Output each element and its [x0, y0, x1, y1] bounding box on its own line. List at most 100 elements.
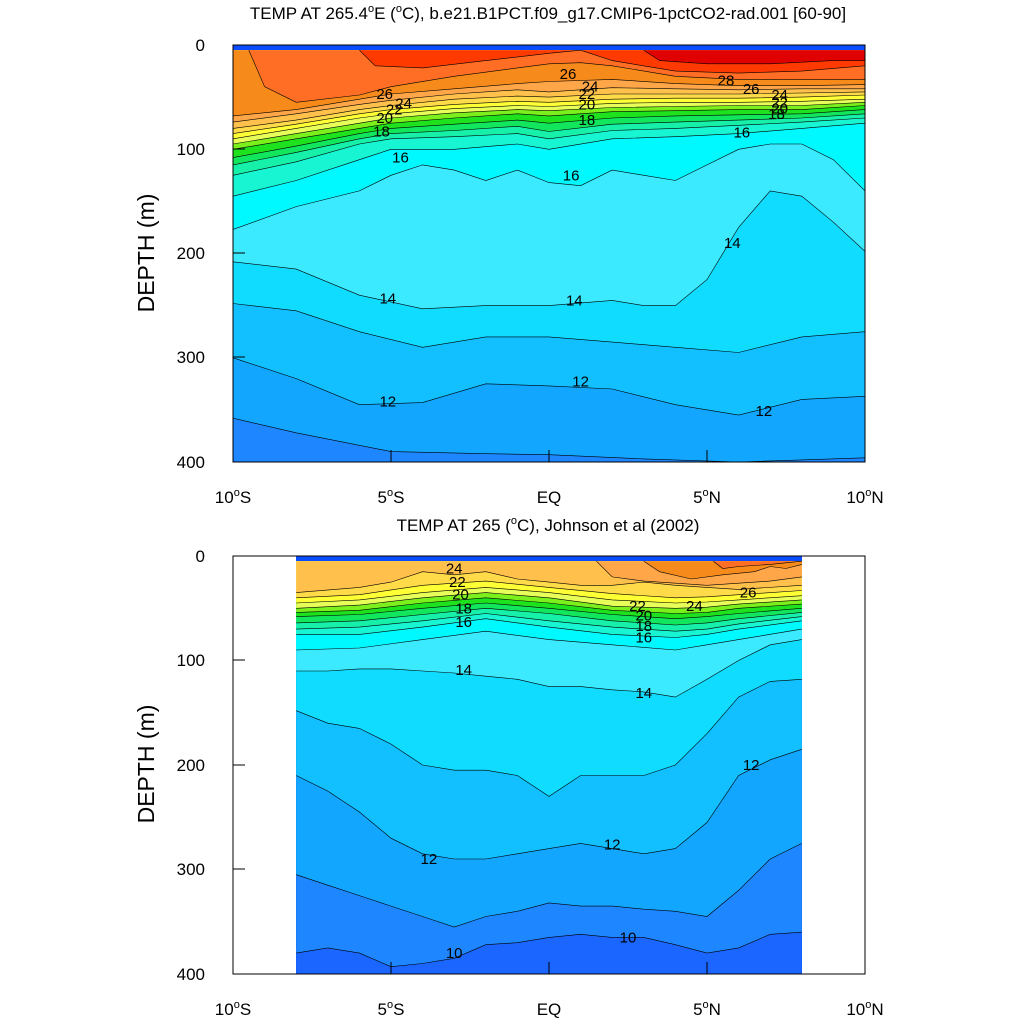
contour-label: 24 — [582, 79, 599, 96]
isotherm-line-22 — [233, 98, 865, 140]
y-tick-label: 400 — [177, 453, 205, 472]
panel-2-x-axis: 10oS 5oS EQ 5oN 10oN — [215, 962, 884, 1019]
panel-1-y-axis: 0 100 200 300 400 — [177, 36, 245, 472]
isotherm-line-26 — [233, 79, 865, 117]
isotherm-line-29 — [643, 49, 865, 65]
contour-label: 12 — [421, 851, 438, 868]
isotherm-line-28 — [359, 49, 581, 69]
isotherm-line-13 — [296, 679, 802, 797]
contour-label: 16 — [455, 614, 472, 631]
y-tick-label: 300 — [177, 348, 205, 367]
isotherm-line-27 — [248, 50, 865, 103]
contour-label: 22 — [579, 86, 596, 103]
isotherm-line-21 — [296, 592, 802, 609]
panel-1-x-axis: 10oS 5oS EQ 5oN 10oN — [215, 450, 884, 507]
isotherm-line-18 — [296, 607, 802, 626]
x-tick-label-10n: 10oN — [846, 999, 883, 1019]
contour-label: 16 — [392, 150, 409, 167]
contour-label: 24 — [686, 598, 703, 615]
contour-label: 22 — [629, 598, 646, 615]
contour-label: 20 — [579, 96, 596, 113]
contour-label: 26 — [560, 66, 577, 83]
contour-label: 24 — [446, 561, 463, 578]
isotherm-line-20 — [233, 105, 865, 150]
x-tick-label-5n: 5oN — [693, 999, 721, 1019]
contour-label: 14 — [724, 235, 741, 252]
contour-label: 12 — [604, 836, 621, 853]
panel-1-y-axis-label: DEPTH (m) — [133, 194, 159, 313]
x-tick-label-5s: 5oS — [378, 999, 405, 1019]
panel-2-isotherm-lines — [296, 560, 802, 968]
contour-label: 18 — [579, 112, 596, 129]
y-tick-label: 100 — [177, 651, 205, 670]
isotherm-line-15 — [296, 628, 802, 651]
contour-label: 24 — [395, 95, 412, 112]
isotherm-line-10 — [296, 931, 802, 968]
contour-label: 14 — [379, 290, 396, 307]
panel-2-y-axis-label: DEPTH (m) — [133, 705, 159, 824]
contour-label: 12 — [572, 374, 589, 391]
isotherm-line-27 — [713, 560, 802, 569]
x-tick-label-5n: 5oN — [693, 487, 721, 507]
contour-label: 22 — [386, 102, 403, 119]
isotherm-line-12 — [233, 357, 865, 416]
isotherm-line-12 — [296, 749, 802, 860]
y-tick-label: 100 — [177, 140, 205, 159]
contour-label: 14 — [455, 662, 472, 679]
contour-label: 12 — [743, 757, 760, 774]
isotherm-line-17 — [296, 613, 802, 632]
contour-label: 16 — [635, 630, 652, 647]
contour-label: 14 — [566, 292, 583, 309]
contour-label: 18 — [455, 600, 472, 617]
isotherm-line-21 — [233, 102, 865, 145]
isotherm-line-20 — [296, 597, 802, 614]
contour-label: 22 — [449, 574, 466, 591]
isotherm-fill-28 — [359, 50, 865, 68]
contour-label: 20 — [635, 608, 652, 625]
isotherm-fill-29 — [643, 50, 865, 64]
isotherm-line-23 — [233, 94, 865, 134]
isotherm-line-25 — [596, 560, 802, 586]
y-tick-label: 200 — [177, 244, 205, 263]
isotherm-line-22 — [296, 587, 802, 604]
isotherm-line-24 — [296, 571, 802, 593]
contour-label: 26 — [743, 81, 760, 98]
panel-2-isotherm-fills — [296, 561, 802, 974]
isotherm-line-26 — [643, 560, 802, 580]
x-tick-label-eq: EQ — [537, 488, 562, 507]
panel-model: TEMP AT 265.4oE (oC), b.e21.B1PCT.f09_g1… — [133, 3, 884, 507]
isotherm-line-25 — [233, 87, 865, 123]
y-tick-label: 400 — [177, 965, 205, 984]
panel-1-title: TEMP AT 265.4oE (oC), b.e21.B1PCT.f09_g1… — [250, 3, 846, 23]
isotherm-line-16 — [296, 618, 802, 638]
isotherm-line-28 — [580, 49, 865, 74]
isotherm-line-19 — [296, 602, 802, 620]
y-tick-label: 300 — [177, 860, 205, 879]
contour-label: 16 — [563, 167, 580, 184]
panel-observations: TEMP AT 265 (oC), Johnson et al (2002) 2… — [133, 515, 884, 1019]
contour-label: 14 — [635, 685, 652, 702]
isotherm-line-18 — [233, 113, 865, 166]
isotherm-line-23 — [296, 580, 802, 599]
x-tick-label-eq: EQ — [537, 1000, 562, 1019]
contour-label: 20 — [452, 587, 469, 604]
isotherm-line-24 — [233, 91, 865, 129]
isotherm-fill-26 — [643, 561, 802, 579]
isotherm-line-19 — [233, 109, 865, 158]
contour-label: 28 — [718, 72, 735, 89]
contour-label: 18 — [373, 124, 390, 141]
isotherm-line-13 — [233, 303, 865, 353]
contour-label: 26 — [376, 86, 393, 103]
contour-label: 12 — [756, 403, 773, 420]
isotherm-line-16 — [233, 122, 865, 197]
contour-label: 16 — [733, 125, 750, 142]
panel-2-title: TEMP AT 265 (oC), Johnson et al (2002) — [397, 515, 700, 535]
contour-label: 20 — [771, 101, 788, 118]
isotherm-line-15 — [233, 143, 865, 230]
x-tick-label-10s: 10oS — [215, 487, 251, 507]
x-tick-label-10s: 10oS — [215, 999, 251, 1019]
